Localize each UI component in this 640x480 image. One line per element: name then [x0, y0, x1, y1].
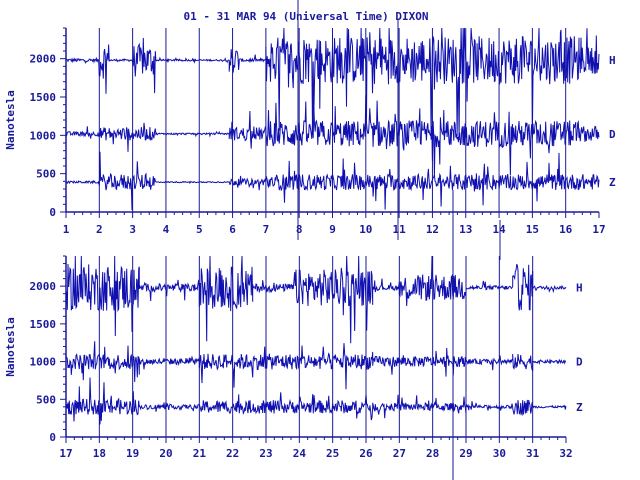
x-tick-label: 11 [393, 223, 407, 236]
x-tick-label: 4 [163, 223, 170, 236]
y-tick-label: 2000 [30, 280, 57, 293]
x-tick-label: 17 [592, 223, 605, 236]
x-tick-label: 29 [459, 447, 472, 460]
x-tick-label: 22 [226, 447, 239, 460]
x-tick-label: 1 [63, 223, 70, 236]
y-tick-label: 0 [49, 431, 56, 444]
x-tick-label: 31 [526, 447, 540, 460]
series-h-trace [66, 256, 566, 343]
x-tick-label: 8 [296, 223, 303, 236]
series-label-z: Z [609, 176, 616, 189]
series-d-trace [66, 341, 566, 389]
x-tick-label: 17 [59, 447, 72, 460]
x-tick-label: 23 [259, 447, 272, 460]
y-tick-label: 1500 [30, 91, 57, 104]
x-tick-label: 9 [329, 223, 336, 236]
series-label-h: H [609, 54, 616, 67]
x-tick-label: 21 [193, 447, 207, 460]
x-tick-label: 3 [129, 223, 136, 236]
x-tick-label: 7 [263, 223, 270, 236]
y-tick-label: 1500 [30, 318, 57, 331]
y-tick-label: 1000 [30, 129, 57, 142]
x-tick-label: 18 [93, 447, 106, 460]
series-label-z: Z [576, 401, 583, 414]
x-tick-label: 32 [559, 447, 572, 460]
x-tick-label: 5 [196, 223, 203, 236]
y-tick-label: 2000 [30, 53, 57, 66]
x-tick-label: 2 [96, 223, 103, 236]
y-tick-label: 0 [49, 206, 56, 219]
series-z-trace [66, 378, 566, 425]
x-tick-label: 12 [426, 223, 439, 236]
y-axis-label: Nanotesla [4, 317, 17, 377]
x-tick-label: 10 [359, 223, 372, 236]
series-label-d: D [576, 356, 583, 369]
x-tick-label: 26 [359, 447, 373, 460]
x-tick-label: 13 [459, 223, 472, 236]
x-tick-label: 24 [293, 447, 307, 460]
x-tick-label: 16 [559, 223, 573, 236]
y-tick-label: 500 [36, 168, 56, 181]
x-tick-label: 20 [159, 447, 172, 460]
x-tick-label: 6 [229, 223, 236, 236]
x-tick-label: 27 [393, 447, 406, 460]
x-tick-label: 15 [526, 223, 539, 236]
y-tick-label: 500 [36, 393, 56, 406]
chart-title: 01 - 31 MAR 94 (Universal Time) DIXON [183, 10, 428, 23]
panel-2: 0 500 1000 1500 2000 17 18 19 20 21 22 23 24 25 26 27 28… [4, 256, 583, 460]
series-label-h: H [576, 282, 583, 295]
series-label-d: D [609, 128, 616, 141]
x-tick-label: 30 [493, 447, 506, 460]
x-tick-label: 14 [492, 223, 506, 236]
x-tick-label: 28 [426, 447, 439, 460]
y-axis-label: Nanotesla [4, 90, 17, 150]
x-tick-label: 19 [126, 447, 139, 460]
x-tick-label: 25 [326, 447, 339, 460]
y-tick-label: 1000 [30, 356, 57, 369]
